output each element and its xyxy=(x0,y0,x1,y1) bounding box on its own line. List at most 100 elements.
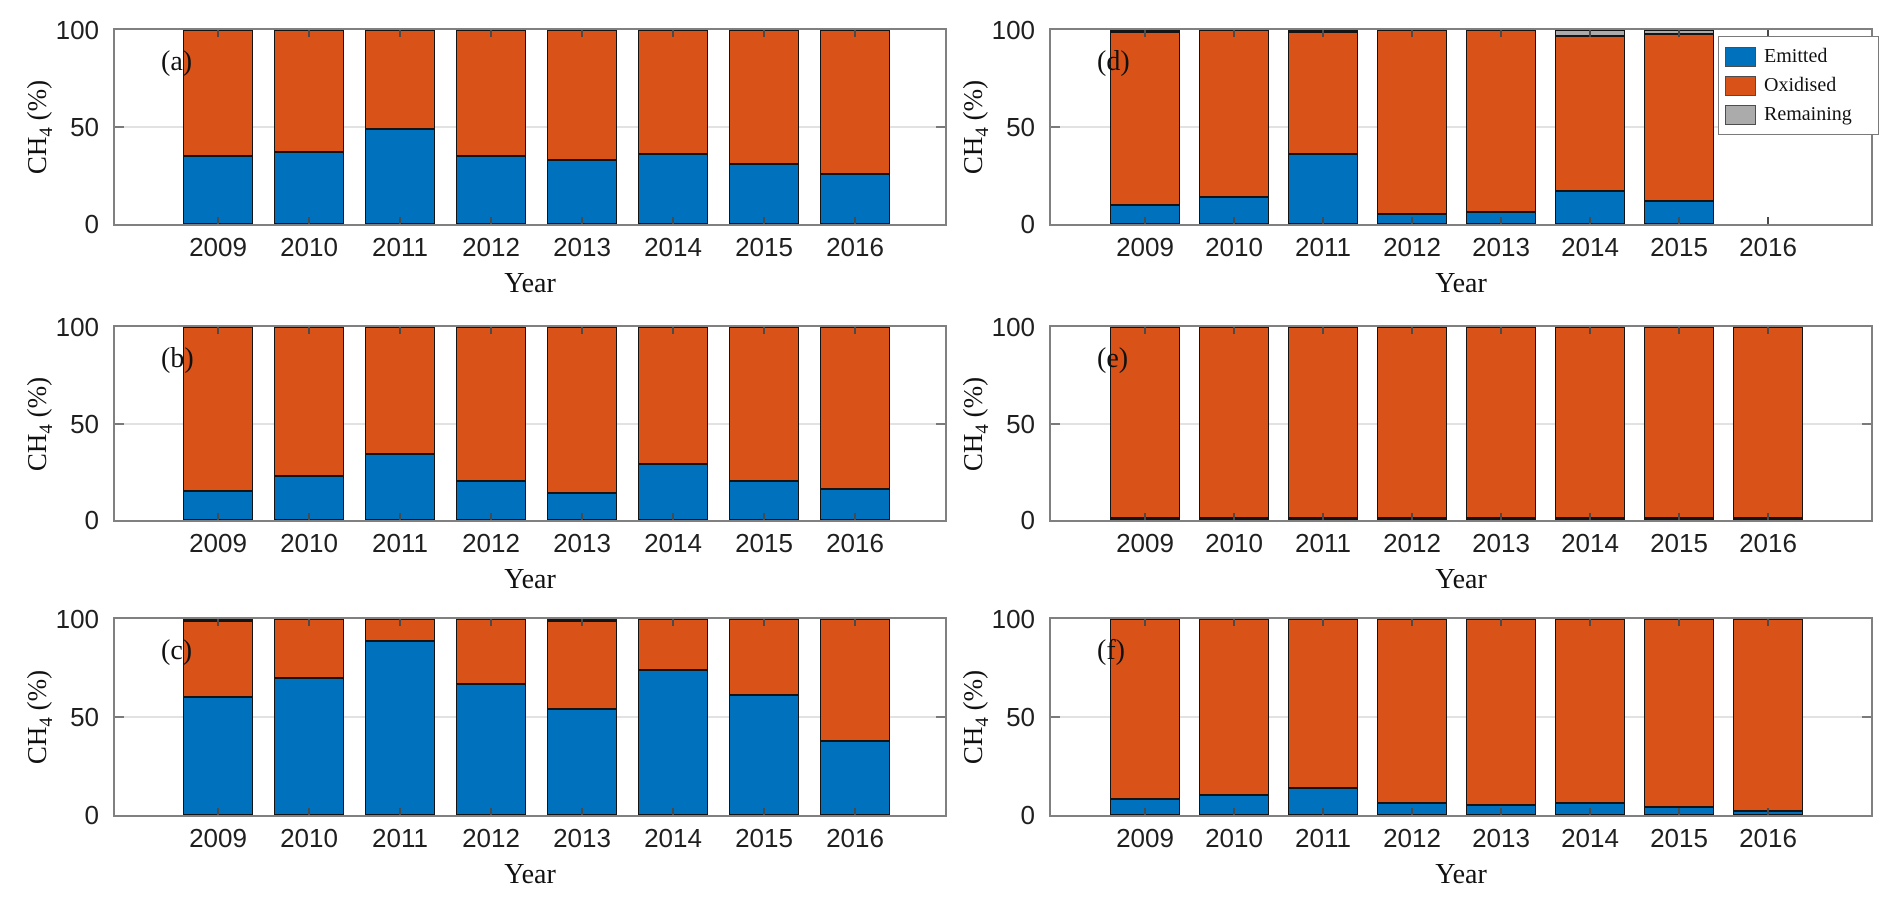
gridline-50 xyxy=(1051,716,1871,718)
x-tick-mark xyxy=(854,327,856,334)
bar-f-2016 xyxy=(1733,619,1803,815)
x-tick-mark xyxy=(217,619,219,626)
bar-a-2016 xyxy=(820,30,890,224)
bar-a-2013 xyxy=(547,30,617,224)
y-tick-mark xyxy=(1051,716,1060,718)
x-tick-mark xyxy=(581,30,583,37)
legend-entry-oxidised: Oxidised xyxy=(1725,71,1872,100)
bar-segment-emitted xyxy=(638,669,708,815)
bar-segment-emitted xyxy=(638,464,708,520)
x-tick-mark xyxy=(1322,513,1324,520)
bar-segment-oxidised xyxy=(729,30,799,164)
bar-segment-oxidised xyxy=(638,30,708,155)
x-tick-label: 2012 xyxy=(1383,823,1441,853)
bar-segment-oxidised xyxy=(1733,327,1803,519)
panel-label-a: (a) xyxy=(161,46,193,77)
bar-d-2012 xyxy=(1377,30,1447,224)
x-tick-label: 2013 xyxy=(553,232,611,262)
x-tick-mark xyxy=(1322,619,1324,626)
bar-segment-oxidised xyxy=(1733,619,1803,812)
bar-d-2015 xyxy=(1644,30,1714,224)
x-tick-label: 2011 xyxy=(372,232,428,262)
x-tick-mark xyxy=(490,619,492,626)
gridline-50 xyxy=(1051,126,1871,128)
x-tick-label: 2013 xyxy=(1472,528,1530,558)
bar-segment-oxidised xyxy=(183,30,253,157)
x-tick-mark xyxy=(1767,327,1769,334)
bar-e-2012 xyxy=(1377,327,1447,520)
bar-b-2010 xyxy=(274,327,344,520)
x-tick-mark xyxy=(490,327,492,334)
bar-b-2009 xyxy=(183,327,253,520)
y-tick-label: 100 xyxy=(55,312,99,342)
x-tick-mark xyxy=(1500,217,1502,224)
x-tick-mark xyxy=(308,30,310,37)
x-tick-mark xyxy=(763,327,765,334)
x-tick-mark xyxy=(1678,513,1680,520)
bar-segment-oxidised xyxy=(1466,327,1536,519)
bar-a-2010 xyxy=(274,30,344,224)
x-tick-label: 2016 xyxy=(826,823,884,853)
x-tick-mark xyxy=(1411,619,1413,626)
bar-segment-oxidised xyxy=(456,30,526,157)
bar-segment-emitted xyxy=(183,156,253,224)
x-tick-mark xyxy=(1233,327,1235,334)
bar-f-2013 xyxy=(1466,619,1536,815)
x-tick-mark xyxy=(1144,808,1146,815)
y-tick-label: 0 xyxy=(84,800,99,830)
bar-segment-emitted xyxy=(183,697,253,815)
x-tick-label: 2010 xyxy=(280,232,338,262)
bar-e-2011 xyxy=(1288,327,1358,520)
bar-d-2010 xyxy=(1199,30,1269,224)
x-tick-mark xyxy=(308,619,310,626)
bar-b-2016 xyxy=(820,327,890,520)
legend-entry-remaining: Remaining xyxy=(1725,100,1872,129)
x-tick-mark xyxy=(1589,327,1591,334)
x-tick-label: 2009 xyxy=(189,823,247,853)
x-tick-mark xyxy=(490,808,492,815)
x-tick-label: 2015 xyxy=(735,528,793,558)
plot-area-a: 2009 2010 2011 2012 2013 2014 2015 2016 0 50 100 (a… xyxy=(22,16,947,299)
bar-f-2015 xyxy=(1644,619,1714,815)
bar-segment-oxidised xyxy=(1288,619,1358,788)
bar-segment-emitted xyxy=(547,709,617,815)
bar-d-2011 xyxy=(1288,29,1358,224)
bar-segment-emitted xyxy=(729,163,799,224)
x-tick-mark xyxy=(1411,30,1413,37)
x-tick-mark xyxy=(1767,217,1769,224)
x-tick-mark xyxy=(1589,513,1591,520)
y-tick-mark xyxy=(936,716,945,718)
plot-area-d: 2009 2010 2011 2012 2013 2014 2015 2016 0 50 100 (d… xyxy=(958,16,1879,299)
x-tick-mark xyxy=(1322,30,1324,37)
bar-segment-oxidised xyxy=(1377,30,1447,215)
x-tick-label: 2010 xyxy=(280,823,338,853)
x-tick-label: 2015 xyxy=(735,232,793,262)
y-tick-label: 50 xyxy=(70,112,99,142)
bar-d-2014 xyxy=(1555,30,1625,224)
bar-c-2013 xyxy=(547,618,617,815)
y-tick-mark xyxy=(1051,422,1060,425)
bar-b-2015 xyxy=(729,327,799,520)
y-tick-label: 100 xyxy=(991,15,1035,45)
x-tick-mark xyxy=(763,619,765,626)
x-tick-mark xyxy=(1678,327,1680,334)
x-tick-mark xyxy=(581,619,583,626)
bar-segment-oxidised xyxy=(183,620,253,698)
legend-entry-label: Remaining xyxy=(1764,103,1852,125)
bar-b-2014 xyxy=(638,327,708,520)
x-tick-label: 2014 xyxy=(1561,823,1619,853)
bar-segment-emitted xyxy=(820,740,890,815)
y-tick-mark xyxy=(1051,126,1060,128)
y-tick-mark xyxy=(115,716,124,718)
bar-segment-emitted xyxy=(547,159,617,224)
x-tick-mark xyxy=(581,327,583,334)
y-axis-label: CH4 (%) xyxy=(21,669,58,765)
x-tick-mark xyxy=(1144,619,1146,626)
legend-entry-label: Emitted xyxy=(1764,45,1828,67)
bar-segment-oxidised xyxy=(1110,619,1180,800)
x-tick-label: 2016 xyxy=(1739,823,1797,853)
panel-label-b: (b) xyxy=(161,343,194,374)
bar-segment-oxidised xyxy=(274,30,344,153)
bar-segment-oxidised xyxy=(1199,30,1269,197)
x-tick-label: 2012 xyxy=(1383,232,1441,262)
